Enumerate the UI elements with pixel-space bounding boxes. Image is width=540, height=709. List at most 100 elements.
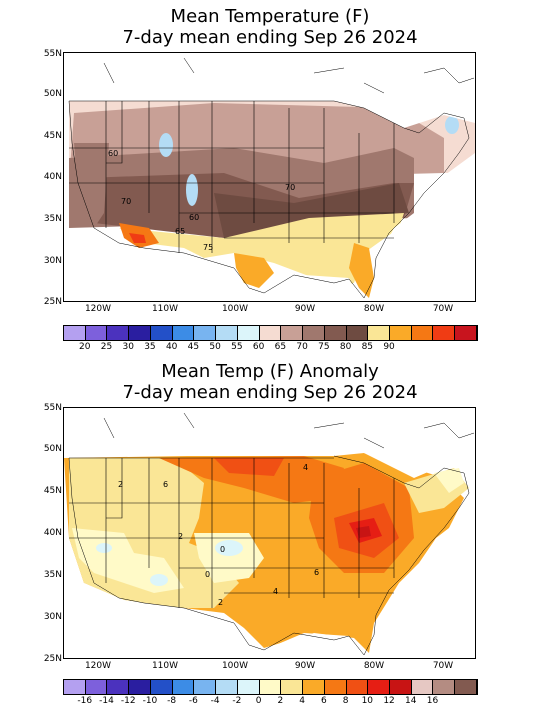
legend-swatch — [368, 680, 391, 694]
legend-swatch — [433, 680, 456, 694]
legend-label: 40 — [165, 342, 178, 352]
lon-label: 120W — [84, 661, 112, 671]
legend-swatch — [194, 326, 217, 340]
cool-pocket-rockies — [159, 133, 173, 157]
cool-pocket-maine — [445, 116, 459, 134]
lat-label: 30N — [43, 612, 62, 622]
legend-label: 12 — [383, 696, 395, 706]
lat-label: 45N — [43, 486, 62, 496]
canada-mask — [64, 53, 475, 128]
legend-label: 2 — [277, 696, 284, 706]
lat-label: 30N — [43, 256, 62, 266]
legend-swatch — [455, 680, 477, 694]
mexico-mask — [64, 228, 244, 301]
lon-label: 110W — [151, 661, 179, 671]
lat-label: 45N — [43, 131, 62, 141]
legend-label: 4 — [299, 696, 305, 706]
legend-label: -8 — [167, 696, 177, 706]
legend-swatch — [64, 680, 86, 694]
lat-label: 55N — [43, 403, 62, 413]
legend-label: 60 — [252, 342, 265, 352]
legend-swatch — [237, 326, 260, 340]
legend-label: 85 — [361, 342, 374, 352]
legend-swatch — [107, 680, 130, 694]
legend-label: 25 — [100, 342, 113, 352]
lat-label: 50N — [43, 89, 62, 99]
lat-label: 35N — [43, 570, 62, 580]
canada-mask — [64, 408, 475, 478]
zone-0-2-central — [194, 533, 264, 583]
zone-12-14-east — [356, 526, 371, 538]
zone-0-2-ne — [434, 468, 464, 493]
legend-swatch — [324, 680, 347, 694]
legend-label: -6 — [188, 696, 198, 706]
legend-label: 10 — [361, 696, 374, 706]
temperature-map-svg — [64, 53, 475, 301]
legend-label: -12 — [120, 696, 136, 706]
legend-swatch — [281, 326, 304, 340]
legend-label: 45 — [187, 342, 200, 352]
lon-label: 120W — [84, 304, 112, 314]
lon-label: 110W — [151, 304, 179, 314]
legend-swatch — [237, 680, 260, 694]
legend-label: 14 — [405, 696, 417, 706]
legend-swatch — [150, 680, 173, 694]
lon-label: 100W — [221, 661, 249, 671]
legend-swatch — [64, 326, 86, 340]
atlantic-mask — [374, 153, 475, 301]
legend-swatch — [216, 680, 238, 694]
legend-label: 0 — [255, 696, 262, 706]
lat-label: 40N — [43, 172, 62, 182]
lat-label: 55N — [43, 49, 62, 59]
atlantic-mask — [374, 508, 475, 658]
temperature-map[interactable] — [63, 52, 476, 302]
coastlines — [68, 57, 475, 299]
legend-label: 90 — [383, 342, 395, 352]
legend-swatch — [368, 326, 391, 340]
legend-label: 75 — [318, 342, 330, 352]
legend-label: -10 — [142, 696, 158, 706]
legend-swatch — [172, 326, 195, 340]
cool-pocket-nw — [96, 543, 112, 553]
lon-label: 90W — [294, 304, 316, 314]
legend-label: -4 — [210, 696, 220, 706]
color-legend-2 — [63, 679, 478, 695]
legend-label: 70 — [296, 342, 308, 352]
lon-label: 90W — [294, 661, 316, 671]
legend-swatch — [455, 326, 477, 340]
legend-swatch — [194, 680, 217, 694]
legend-swatch — [129, 326, 151, 340]
legend-swatch — [259, 680, 282, 694]
legend-swatch — [303, 680, 325, 694]
legend-swatch — [303, 326, 325, 340]
legend-swatch — [324, 326, 347, 340]
legend-label: 16 — [426, 696, 439, 706]
gulf-mask — [244, 275, 359, 301]
legend-label: 80 — [339, 342, 352, 352]
lon-label: 80W — [363, 304, 385, 314]
lat-label: 50N — [43, 444, 62, 454]
legend-label: -2 — [232, 696, 242, 706]
lat-label: 35N — [43, 214, 62, 224]
zone-8-10-dakota — [214, 458, 284, 476]
zone-85-90 — [234, 253, 274, 288]
legend-swatch — [150, 326, 173, 340]
lon-label: 80W — [363, 661, 385, 671]
zone-6-8-north — [159, 456, 344, 503]
legend-swatch — [281, 680, 304, 694]
cool-pocket-colorado — [186, 174, 198, 206]
legend-swatch — [433, 326, 456, 340]
legend-swatch — [346, 326, 369, 340]
legend-label: 8 — [342, 696, 349, 706]
legend-swatch — [259, 326, 282, 340]
legend-label: 6 — [320, 696, 327, 706]
legend-swatch — [346, 680, 369, 694]
anomaly-map-svg — [64, 408, 475, 658]
legend-swatch — [172, 680, 195, 694]
legend-label: 50 — [209, 342, 221, 352]
anomaly-map[interactable] — [63, 407, 476, 659]
mexico-mask — [64, 580, 244, 658]
map-subtitle-2: 7-day mean ending Sep 26 2024 — [122, 382, 418, 403]
zone-80-85 — [119, 213, 404, 288]
legend-label: -16 — [77, 696, 93, 706]
